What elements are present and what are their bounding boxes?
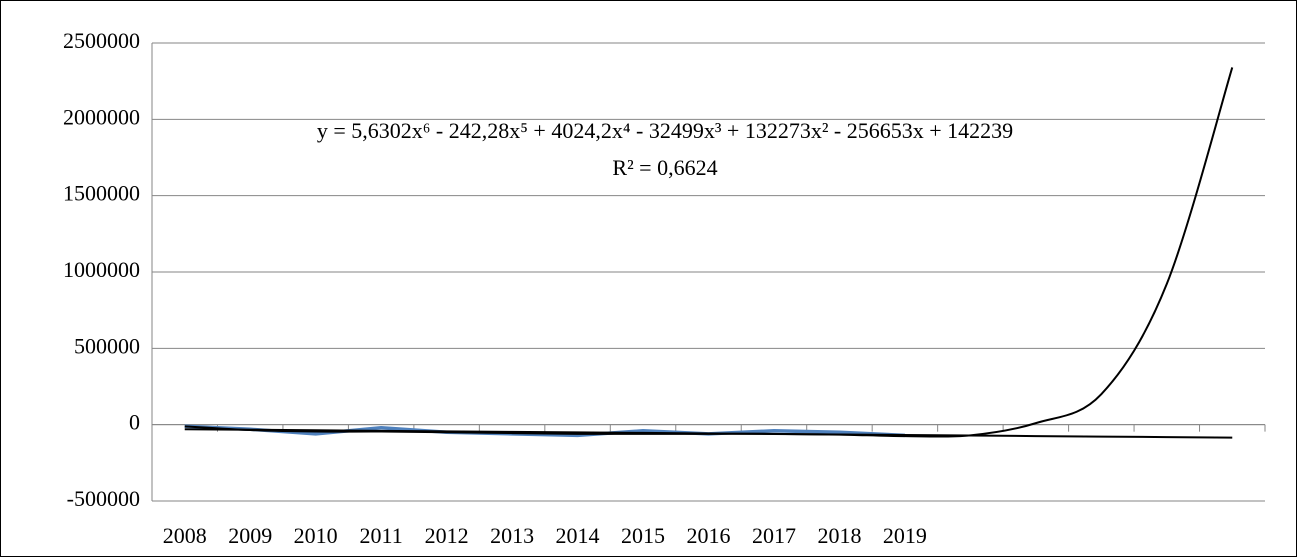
x-tick-label: 2018 xyxy=(817,523,861,548)
x-tick-label: 2016 xyxy=(687,523,731,548)
y-tick-label: 1000000 xyxy=(63,257,140,282)
series-line xyxy=(184,424,905,438)
x-tick-label: 2010 xyxy=(294,523,338,548)
series-line xyxy=(184,428,1233,439)
x-tick-label: 2011 xyxy=(360,523,403,548)
x-tick-label: 2014 xyxy=(556,523,600,548)
y-tick-label: 500000 xyxy=(74,333,140,358)
y-tick-label: 1500000 xyxy=(63,181,140,206)
y-tick-label: -500000 xyxy=(67,486,140,511)
x-tick-label: 2017 xyxy=(752,523,796,548)
trend-equation: y = 5,6302x⁶ - 242,28x⁵ + 4024,2x⁴ - 324… xyxy=(317,118,1013,143)
x-tick-label: 2009 xyxy=(228,523,272,548)
y-tick-label: 2000000 xyxy=(63,104,140,129)
y-tick-label: 2500000 xyxy=(63,28,140,53)
x-tick-label: 2013 xyxy=(490,523,534,548)
y-tick-label: 0 xyxy=(129,410,140,435)
x-tick-label: 2012 xyxy=(425,523,469,548)
x-tick-label: 2008 xyxy=(163,523,207,548)
x-tick-label: 2019 xyxy=(883,523,927,548)
x-tick-label: 2015 xyxy=(621,523,665,548)
r-squared: R² = 0,6624 xyxy=(612,155,717,180)
